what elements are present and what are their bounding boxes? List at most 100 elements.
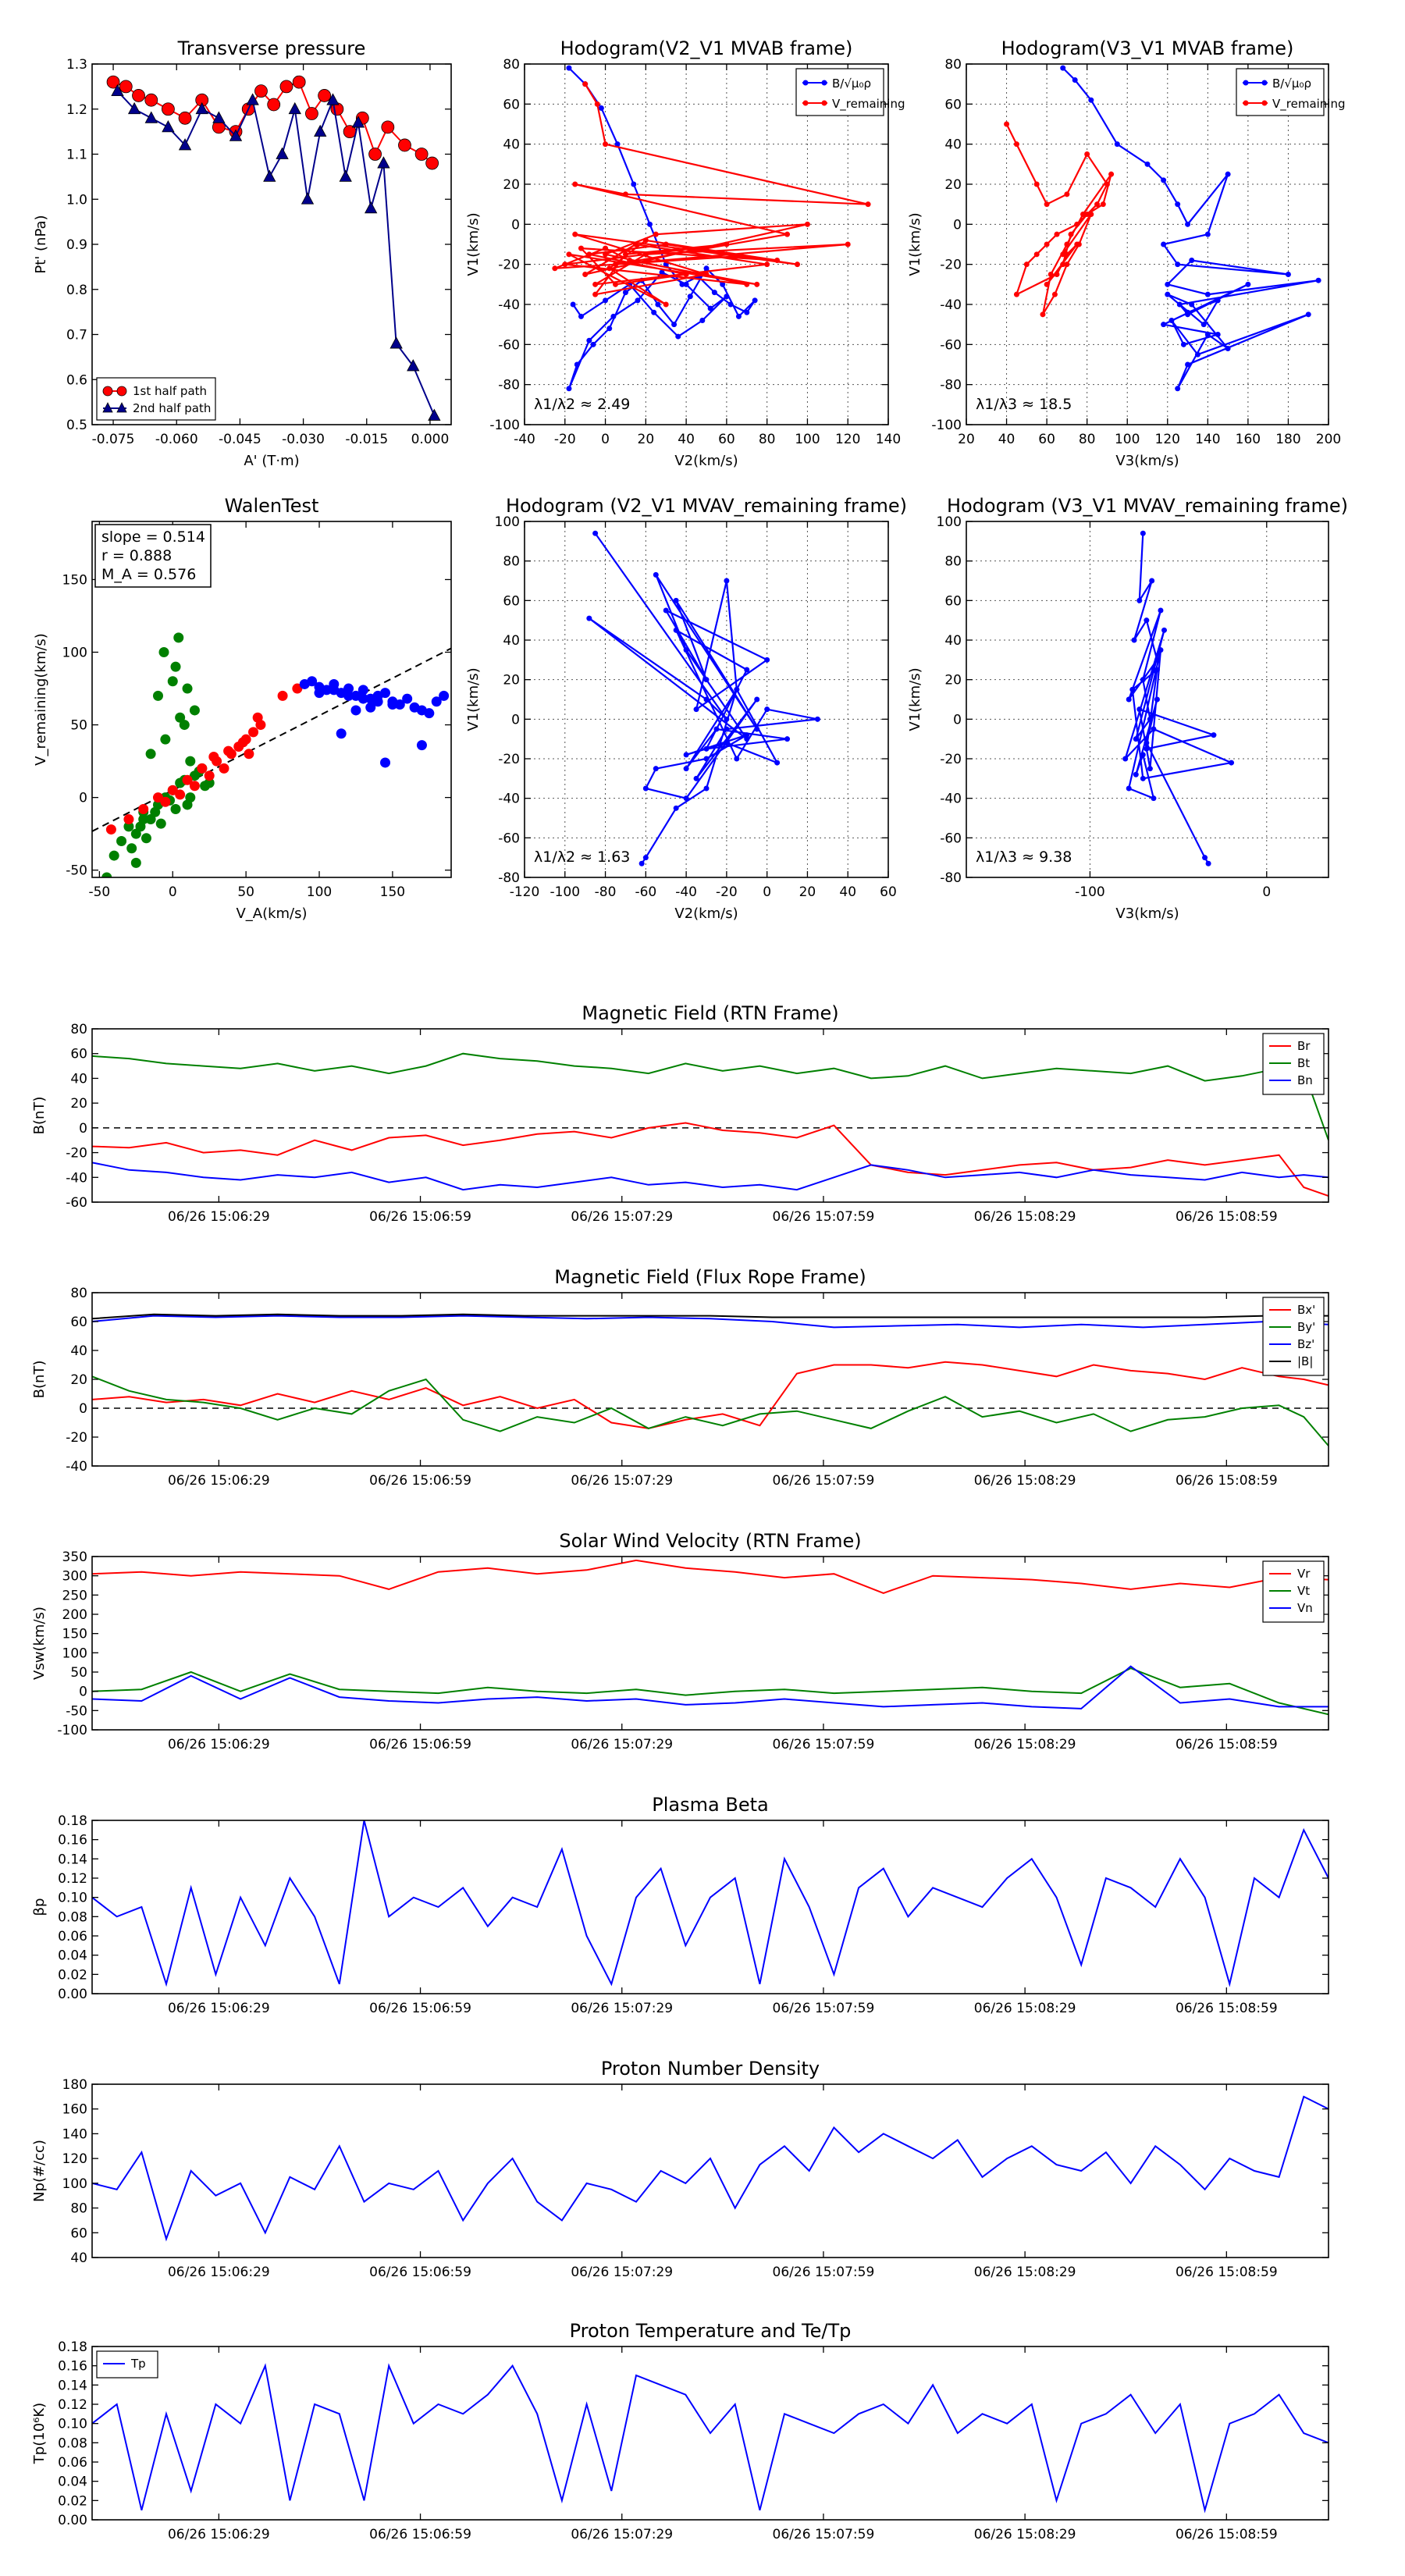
eigen-ratio-annotation: λ1/λ2 ≈ 2.49 xyxy=(534,396,630,413)
data-point xyxy=(754,726,760,732)
series-line-Vr xyxy=(92,1559,1329,1594)
data-point xyxy=(185,792,196,803)
x-tick-label: 100 xyxy=(307,884,332,900)
data-point xyxy=(329,685,340,696)
x-tick-label: -20 xyxy=(554,432,576,447)
data-point xyxy=(703,756,710,762)
y-axis-label: V1(km/s) xyxy=(465,212,482,276)
data-point xyxy=(1161,177,1167,183)
data-point xyxy=(592,291,599,297)
x-axis-label: V3(km/s) xyxy=(1115,906,1179,922)
data-point xyxy=(566,251,572,258)
x-tick-label: 06/26 15:07:29 xyxy=(571,2001,673,2016)
data-point xyxy=(1044,201,1050,208)
data-point xyxy=(279,80,293,94)
x-tick-label: -120 xyxy=(510,884,540,900)
data-point xyxy=(1245,281,1251,287)
data-point xyxy=(570,301,576,308)
data-point xyxy=(1161,627,1168,633)
x-tick-label: 06/26 15:07:29 xyxy=(571,2527,673,2542)
series-line-|B| xyxy=(92,1313,1329,1320)
y-tick-label: 180 xyxy=(62,2077,87,2093)
eigen-ratio-annotation: λ1/λ3 ≈ 9.38 xyxy=(976,849,1072,866)
data-point xyxy=(178,111,192,125)
data-point xyxy=(724,241,730,247)
x-tick-label: 06/26 15:08:59 xyxy=(1176,2001,1278,2016)
y-tick-label: 20 xyxy=(944,673,962,688)
data-point xyxy=(1060,262,1066,268)
data-point xyxy=(389,336,403,349)
data-point xyxy=(1140,752,1146,758)
legend-label: Vt xyxy=(1297,1584,1310,1598)
y-tick-label: 0 xyxy=(953,217,962,233)
data-point xyxy=(351,116,365,128)
data-point xyxy=(1122,756,1129,762)
y-tick-label: 0.06 xyxy=(58,2455,87,2471)
x-tick-label: 100 xyxy=(795,432,820,447)
data-point xyxy=(123,814,134,825)
legend-label: Bz' xyxy=(1297,1337,1314,1351)
x-tick-label: 06/26 15:07:59 xyxy=(773,1473,875,1489)
data-point xyxy=(622,251,628,258)
x-tick-label: 06/26 15:07:59 xyxy=(773,2527,875,2542)
y-tick-label: 0.08 xyxy=(58,2435,87,2451)
axes-frame xyxy=(91,2346,1329,2521)
x-tick-label: -50 xyxy=(88,884,110,900)
chart-title: Solar Wind Velocity (RTN Frame) xyxy=(559,1530,861,1552)
x-tick-label: 06/26 15:08:29 xyxy=(974,2265,1076,2280)
series-line-By' xyxy=(92,1375,1329,1446)
data-point xyxy=(673,805,679,811)
legend-label: Bt xyxy=(1297,1056,1310,1070)
data-point xyxy=(592,530,599,536)
y-axis-label: V_remaining(km/s) xyxy=(33,633,49,766)
y-tick-label: -80 xyxy=(498,870,520,886)
data-point xyxy=(1074,221,1080,227)
data-point xyxy=(1004,121,1010,127)
data-point xyxy=(1194,351,1200,358)
series-line-Bz' xyxy=(92,1315,1329,1329)
data-point xyxy=(592,281,599,287)
data-point xyxy=(1133,771,1139,777)
y-tick-label: 80 xyxy=(70,2201,87,2217)
series-line-Br xyxy=(92,1122,1329,1197)
data-point xyxy=(357,693,368,704)
data-point xyxy=(603,141,609,148)
legend-marker xyxy=(821,100,827,106)
data-point xyxy=(167,785,178,795)
axes-frame xyxy=(91,2083,1329,2258)
y-tick-label: 20 xyxy=(944,177,962,193)
y-tick-label: 250 xyxy=(62,1588,87,1603)
x-tick-label: 20 xyxy=(799,884,816,900)
y-tick-label: 60 xyxy=(503,593,520,609)
x-tick-label: 60 xyxy=(880,884,897,900)
y-tick-label: 0.18 xyxy=(58,2339,87,2355)
y-tick-label: 100 xyxy=(937,514,962,530)
data-point xyxy=(380,757,391,768)
data-point xyxy=(1104,181,1110,187)
x-axis-label: A' (T·m) xyxy=(244,453,299,469)
legend-label: V_remaining xyxy=(1272,97,1346,112)
legend-marker xyxy=(102,402,113,413)
x-tick-label: 140 xyxy=(876,432,901,447)
data-point xyxy=(724,294,730,300)
axes-frame xyxy=(91,1556,1329,1731)
y-tick-label: 60 xyxy=(944,593,962,609)
x-tick-label: 160 xyxy=(1236,432,1261,447)
data-point xyxy=(586,337,592,343)
data-point xyxy=(1215,332,1221,337)
data-point xyxy=(1013,141,1019,148)
data-point xyxy=(170,804,181,815)
data-point xyxy=(622,290,628,296)
y-tick-label: -80 xyxy=(498,378,520,393)
data-point xyxy=(606,326,613,332)
data-point xyxy=(683,766,689,772)
y-tick-label: 0.10 xyxy=(58,2417,87,2432)
data-point xyxy=(683,647,689,653)
data-point xyxy=(582,81,589,87)
y-axis-label: Tp(10⁶K) xyxy=(31,2403,48,2464)
data-point xyxy=(1126,785,1132,792)
data-point xyxy=(108,850,119,861)
chart-title: Magnetic Field (Flux Rope Frame) xyxy=(554,1266,866,1288)
data-point xyxy=(424,708,435,719)
eigen-ratio-annotation: λ1/λ2 ≈ 1.63 xyxy=(534,849,630,866)
